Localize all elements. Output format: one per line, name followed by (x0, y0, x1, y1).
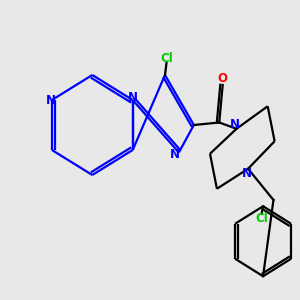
Text: N: N (242, 167, 252, 180)
Text: N: N (230, 118, 240, 131)
Text: Cl: Cl (160, 52, 173, 65)
Text: O: O (218, 73, 228, 85)
Text: N: N (45, 94, 56, 106)
Text: N: N (170, 148, 180, 160)
Text: N: N (128, 91, 138, 104)
Text: Cl: Cl (255, 212, 268, 225)
